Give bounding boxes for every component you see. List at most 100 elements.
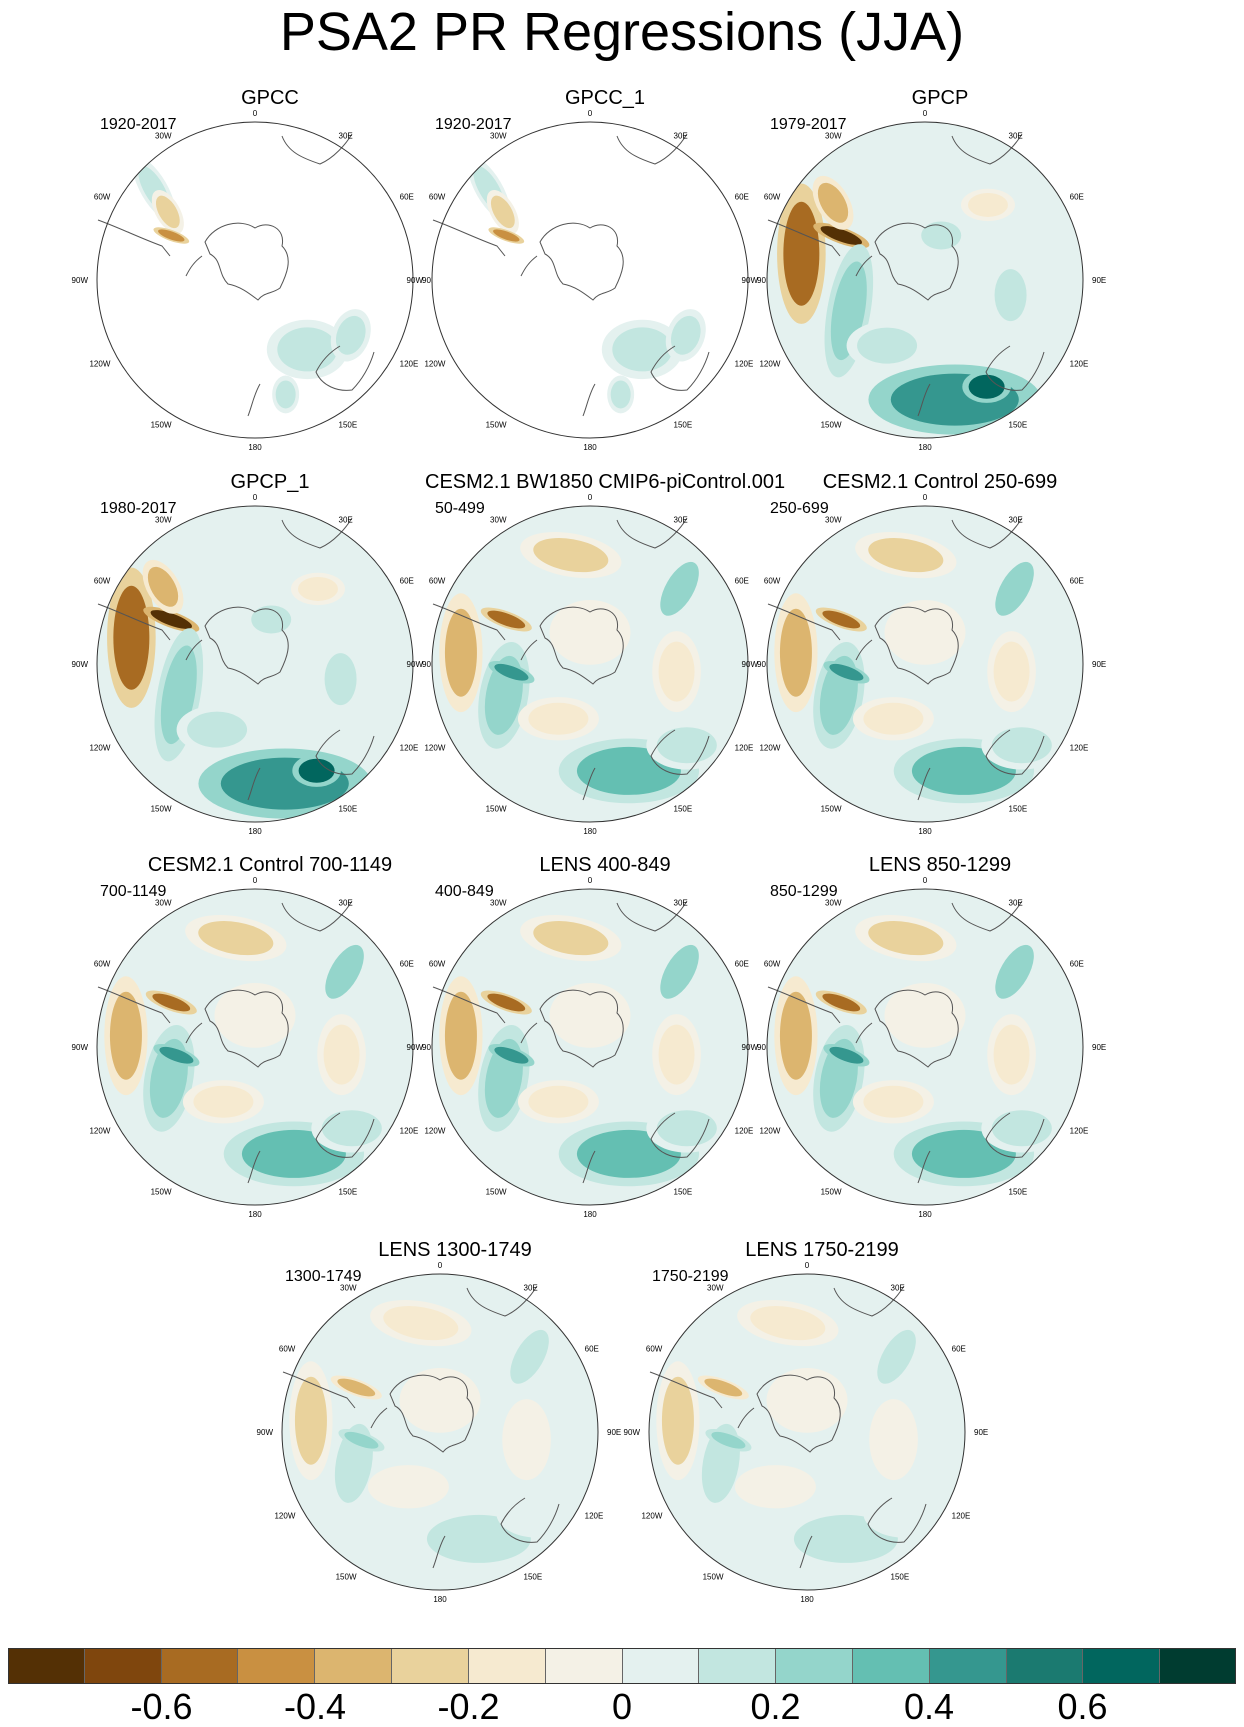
longitude-label: 30E — [674, 515, 688, 524]
longitude-label: 180 — [248, 1210, 262, 1219]
contour-fill — [560, 991, 620, 1040]
panel-year-range: 1750-2199 — [652, 1268, 729, 1285]
longitude-label: 90E — [1092, 660, 1106, 669]
colorbar-tick-label: 0.2 — [750, 1686, 801, 1727]
antarctic-peninsula-coastline — [855, 639, 873, 661]
contour-fill — [995, 944, 1034, 999]
longitude-label: 60E — [952, 1345, 966, 1354]
colorbar-swatch — [545, 1648, 623, 1684]
longitude-label: 180 — [583, 827, 597, 836]
longitude-label: 0 — [588, 109, 593, 118]
longitude-label: 90E — [974, 1428, 988, 1437]
contour-fill — [822, 993, 861, 1012]
contour-fill — [829, 1046, 864, 1064]
longitude-label: 30W — [825, 515, 842, 524]
colorbar-tick-label: -0.4 — [283, 1686, 347, 1727]
antarctic-peninsula-coastline — [855, 255, 873, 277]
colorbar-swatch — [8, 1648, 85, 1684]
longitude-label: 0 — [438, 1261, 443, 1270]
contour-fill — [868, 920, 944, 956]
contour-fill — [994, 269, 1027, 322]
map-boundary — [431, 505, 749, 823]
africa-coastline — [281, 517, 353, 549]
contour-fill — [109, 991, 142, 1080]
map-panel: GPCP 0 30E 60E 90E 120E 150E 180 150W 120W 90W 60W 3… — [742, 86, 1120, 470]
longitude-label: 90W — [624, 1428, 641, 1437]
longitude-label: 90W — [257, 1428, 274, 1437]
contour-fill — [490, 195, 515, 229]
longitude-label: 120W — [89, 744, 110, 753]
polar-map: 0 30E 60E 90E 120E 150E 180 150W 120W 90W 60W 30W — [624, 1261, 989, 1604]
south-america-coastline — [97, 219, 171, 257]
antarctica-coastline — [874, 222, 959, 301]
polar-map: 0 30E 60E 90E 120E 150E 180 150W 120W 90W 60W 30W — [742, 876, 1107, 1219]
panel-title: GPCC — [241, 87, 299, 109]
map-panel: GPCC_1 0 30E 60E 90E 120E 150E 180 150W 120W 90W 60… — [407, 86, 785, 470]
map-panel: LENS 1750-2199 0 30E 60E 90E 120E 150E 180 150W 1… — [624, 1238, 1002, 1622]
longitude-label: 90E — [1092, 276, 1106, 285]
map-field — [97, 122, 413, 438]
longitude-label: 150W — [336, 1573, 357, 1582]
longitude-label: 180 — [800, 1595, 814, 1604]
colorbar-swatch — [392, 1648, 469, 1684]
contour-fill — [656, 727, 717, 764]
map-boundary — [96, 888, 414, 1206]
contour-fill — [560, 608, 620, 657]
longitude-label: 120W — [424, 744, 445, 753]
longitude-label: 150E — [339, 421, 358, 430]
map-field — [767, 122, 1083, 438]
map-panel: LENS 850-1299 0 30E 60E 90E 120E 150E 180 150W 12… — [742, 853, 1120, 1237]
colorbar-swatch — [1160, 1648, 1236, 1684]
colorbar-swatch — [315, 1648, 393, 1684]
colorbar-swatch — [238, 1648, 316, 1684]
coastlines — [649, 1285, 927, 1569]
contour-fill — [294, 1376, 327, 1465]
contour-fill — [660, 944, 699, 999]
panel-title: LENS 850-1299 — [868, 854, 1012, 876]
polar-map: 0 30E 60E 90E 120E 150E 180 150W 120W 90W 60W 30W — [407, 493, 772, 836]
map-boundary — [766, 888, 1084, 1206]
contour-fill — [863, 702, 924, 735]
map-field — [432, 122, 748, 438]
polar-map: 0 30E 60E 90E 120E 150E 180 150W 120W 90W 60W 30W — [72, 109, 437, 452]
longitude-label: 60E — [1070, 960, 1084, 969]
antarctica-coastline — [204, 989, 289, 1068]
contour-fill — [506, 1495, 567, 1532]
longitude-label: 60W — [279, 1345, 296, 1354]
contour-fill — [829, 663, 864, 681]
map-panel: LENS 1300-1749 0 30E 60E 90E 120E 150E 180 150W 1… — [257, 1238, 635, 1622]
longitude-label: 150W — [821, 805, 842, 814]
longitude-label: 120E — [1070, 1127, 1089, 1136]
longitude-label: 60E — [585, 1345, 599, 1354]
contour-fill — [147, 566, 179, 607]
antarctic-peninsula-coastline — [185, 639, 203, 661]
longitude-label: 30W — [707, 1283, 724, 1292]
contour-fill — [817, 182, 849, 223]
contour-fill — [857, 327, 918, 364]
contour-fill — [660, 561, 699, 616]
panel-year-range: 400-849 — [435, 883, 494, 900]
panel-title: LENS 400-849 — [539, 854, 671, 876]
contour-fill — [494, 1046, 529, 1064]
longitude-label: 0 — [923, 876, 928, 885]
contour-fill — [995, 561, 1034, 616]
longitude-label: 180 — [248, 443, 262, 452]
contour-fill — [658, 1024, 695, 1085]
contour-fill — [510, 1329, 549, 1384]
contour-fill — [113, 585, 150, 690]
africa-coastline — [616, 133, 688, 165]
contour-fill — [991, 1110, 1052, 1147]
australia-coastline — [985, 729, 1045, 775]
contour-fill — [150, 610, 193, 629]
antarctica-coastline — [874, 989, 959, 1068]
longitude-label: 150E — [674, 805, 693, 814]
colorbar-swatch — [1006, 1648, 1084, 1684]
map-panel: CESM2.1 BW1850 CMIP6-piControl.001 0 30E 60… — [407, 470, 786, 854]
contour-fill — [321, 1110, 382, 1147]
contour-fill — [670, 315, 701, 355]
coastlines — [767, 133, 1045, 417]
colorbar-swatch — [776, 1648, 853, 1684]
longitude-label: 30W — [490, 515, 507, 524]
antarctic-peninsula-coastline — [737, 1407, 755, 1429]
polar-map: 0 30E 60E 90E 120E 150E 180 150W 120W 90W 60W 30W — [407, 876, 772, 1219]
